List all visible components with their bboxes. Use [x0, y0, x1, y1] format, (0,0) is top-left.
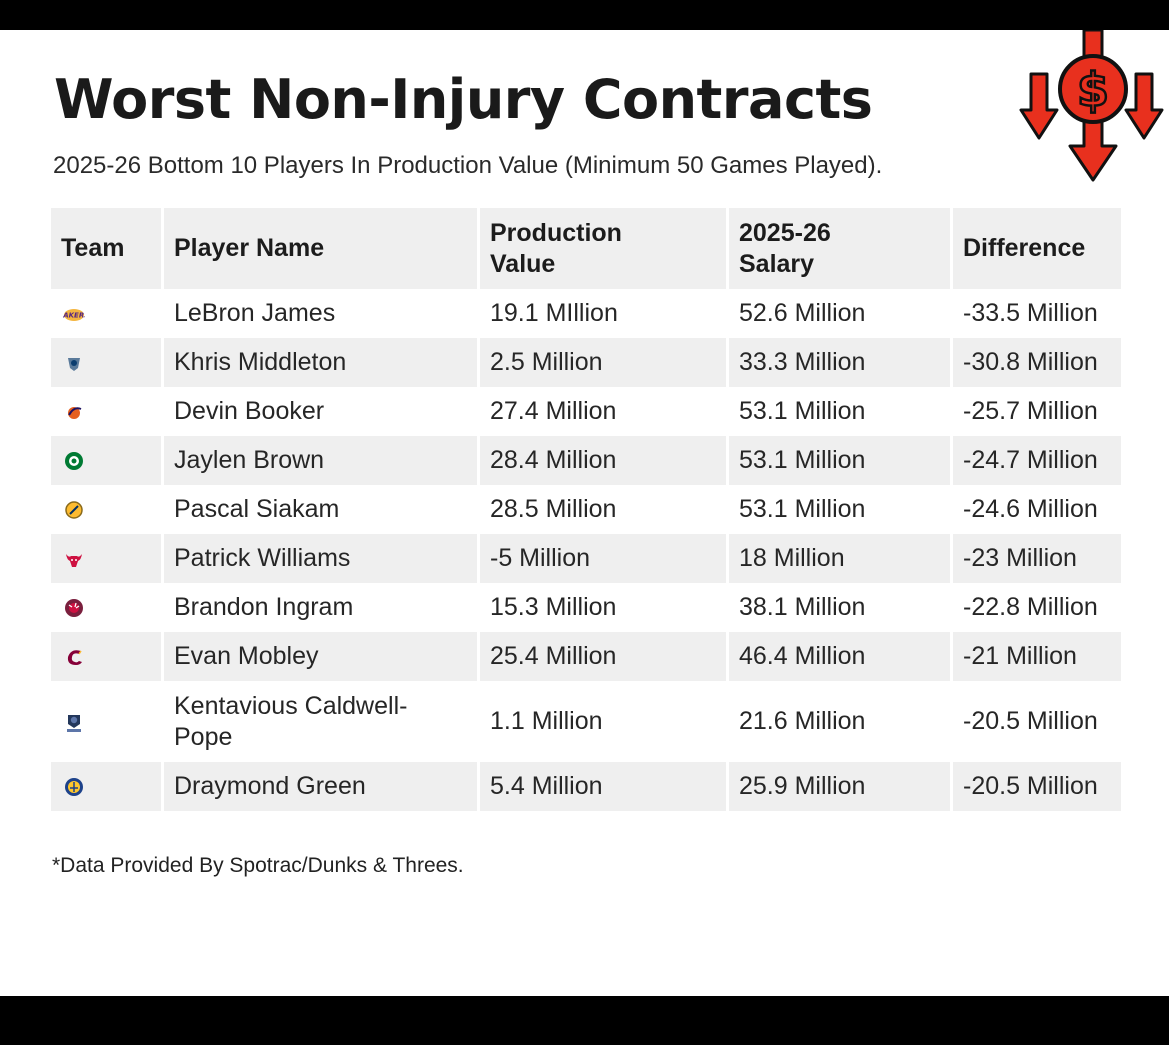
difference-cell: -24.7 Million: [953, 436, 1121, 485]
player-name-cell: LeBron James: [164, 289, 477, 338]
difference-cell: -22.8 Million: [953, 583, 1121, 632]
team-cell: [51, 338, 161, 387]
difference-cell: -20.5 Million: [953, 681, 1121, 762]
difference-cell: -33.5 Million: [953, 289, 1121, 338]
pacers-logo-icon: [65, 500, 83, 519]
difference-cell: -20.5 Million: [953, 762, 1121, 811]
header-player-name: Player Name: [164, 208, 477, 289]
page-title: Worst Non-Injury Contracts: [54, 68, 873, 131]
player-name-cell: Patrick Williams: [164, 534, 477, 583]
team-cell: [51, 436, 161, 485]
table-row: Patrick Williams -5 Million 18 Million -23 …: [51, 534, 1121, 583]
header-difference: Difference: [953, 208, 1121, 289]
mavericks-logo-icon: [68, 357, 80, 371]
production-value-cell: -5 Million: [480, 534, 726, 583]
contracts-table: Team Player Name Production Value 2025-26…: [48, 208, 1124, 811]
svg-text:$: $: [1077, 63, 1109, 117]
salary-cell: 33.3 Million: [729, 338, 950, 387]
difference-cell: -23 Million: [953, 534, 1121, 583]
header-team: Team: [51, 208, 161, 289]
warriors-logo-icon: [65, 777, 83, 796]
difference-cell: -25.7 Million: [953, 387, 1121, 436]
team-cell: [51, 534, 161, 583]
suns-logo-icon: [68, 406, 82, 419]
celtics-logo-icon: [65, 451, 83, 470]
bulls-logo-icon: [66, 553, 82, 567]
table-row: Kentavious Caldwell- Pope 1.1 Million 21.6 …: [51, 681, 1121, 762]
production-value-cell: 28.5 Million: [480, 485, 726, 534]
production-value-cell: 19.1 MIllion: [480, 289, 726, 338]
table-row: Brandon Ingram 15.3 Million 38.1 Million -2…: [51, 583, 1121, 632]
table-header-row: Team Player Name Production Value 2025-26…: [51, 208, 1121, 289]
player-name-cell: Evan Mobley: [164, 632, 477, 681]
difference-cell: -30.8 Million: [953, 338, 1121, 387]
svg-text:LAKERS: LAKERS: [63, 311, 85, 319]
graphic-card: Worst Non-Injury Contracts 2025-26 Botto…: [0, 30, 1169, 996]
production-value-cell: 15.3 Million: [480, 583, 726, 632]
salary-cell: 21.6 Million: [729, 681, 950, 762]
table-row: Jaylen Brown 28.4 Million 53.1 Million -24.…: [51, 436, 1121, 485]
salary-cell: 53.1 Million: [729, 436, 950, 485]
player-name-cell: Pascal Siakam: [164, 485, 477, 534]
salary-cell: 25.9 Million: [729, 762, 950, 811]
production-value-cell: 27.4 Million: [480, 387, 726, 436]
dollar-down-arrows-icon: $: [1019, 30, 1164, 182]
production-value-cell: 2.5 Million: [480, 338, 726, 387]
salary-cell: 18 Million: [729, 534, 950, 583]
production-value-cell: 25.4 Million: [480, 632, 726, 681]
salary-cell: 46.4 Million: [729, 632, 950, 681]
table-row: Evan Mobley 25.4 Million 46.4 Million -21 M…: [51, 632, 1121, 681]
difference-cell: -24.6 Million: [953, 485, 1121, 534]
table-row: Khris Middleton 2.5 Million 33.3 Million -3…: [51, 338, 1121, 387]
player-name-cell: Brandon Ingram: [164, 583, 477, 632]
team-cell: [51, 632, 161, 681]
table-row: Pascal Siakam 28.5 Million 53.1 Million -24…: [51, 485, 1121, 534]
lakers-logo-icon: LAKERS: [63, 308, 85, 321]
player-name-cell: Draymond Green: [164, 762, 477, 811]
team-cell: [51, 485, 161, 534]
cavaliers-logo-icon: [67, 649, 82, 665]
salary-cell: 53.1 Million: [729, 387, 950, 436]
production-value-cell: 28.4 Million: [480, 436, 726, 485]
table-row: Devin Booker 27.4 Million 53.1 Million -25.…: [51, 387, 1121, 436]
salary-cell: 52.6 Million: [729, 289, 950, 338]
grizzlies-logo-icon: [67, 714, 81, 732]
player-name-cell: Jaylen Brown: [164, 436, 477, 485]
production-value-cell: 1.1 Million: [480, 681, 726, 762]
salary-cell: 53.1 Million: [729, 485, 950, 534]
team-cell: [51, 681, 161, 762]
footnote: *Data Provided By Spotrac/Dunks & Threes…: [52, 854, 464, 877]
header-salary: 2025-26 Salary: [729, 208, 950, 289]
header-production-value: Production Value: [480, 208, 726, 289]
difference-cell: -21 Million: [953, 632, 1121, 681]
production-value-cell: 5.4 Million: [480, 762, 726, 811]
subtitle: 2025-26 Bottom 10 Players In Production …: [53, 152, 883, 179]
team-cell: [51, 583, 161, 632]
team-cell: [51, 387, 161, 436]
player-name-cell: Kentavious Caldwell- Pope: [164, 681, 477, 762]
team-cell: [51, 762, 161, 811]
salary-cell: 38.1 Million: [729, 583, 950, 632]
player-name-cell: Khris Middleton: [164, 338, 477, 387]
player-name-cell: Devin Booker: [164, 387, 477, 436]
team-cell: LAKERS: [51, 289, 161, 338]
table-row: Draymond Green 5.4 Million 25.9 Million -20…: [51, 762, 1121, 811]
raptors-logo-icon: [65, 598, 83, 617]
